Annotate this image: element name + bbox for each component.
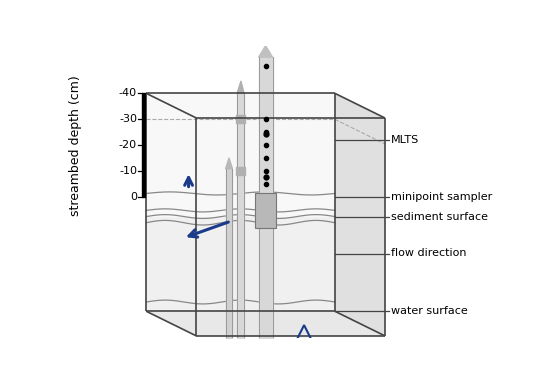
Text: -30: -30 bbox=[119, 114, 137, 124]
Polygon shape bbox=[237, 81, 244, 93]
Polygon shape bbox=[335, 93, 385, 336]
Polygon shape bbox=[258, 46, 273, 57]
Text: minipoint sampler: minipoint sampler bbox=[391, 192, 493, 202]
Text: -40: -40 bbox=[119, 88, 137, 98]
Polygon shape bbox=[225, 158, 232, 169]
Polygon shape bbox=[146, 93, 335, 217]
Polygon shape bbox=[146, 217, 335, 311]
Text: -20: -20 bbox=[119, 140, 137, 150]
Polygon shape bbox=[146, 311, 385, 336]
Text: water surface: water surface bbox=[391, 306, 468, 316]
Text: -10: -10 bbox=[119, 166, 137, 176]
Text: flow direction: flow direction bbox=[391, 249, 466, 258]
Text: streambed depth (cm): streambed depth (cm) bbox=[69, 75, 82, 216]
Text: sediment surface: sediment surface bbox=[391, 212, 488, 222]
Text: 0: 0 bbox=[130, 192, 137, 202]
Text: MLTS: MLTS bbox=[391, 135, 419, 144]
Polygon shape bbox=[255, 193, 276, 228]
